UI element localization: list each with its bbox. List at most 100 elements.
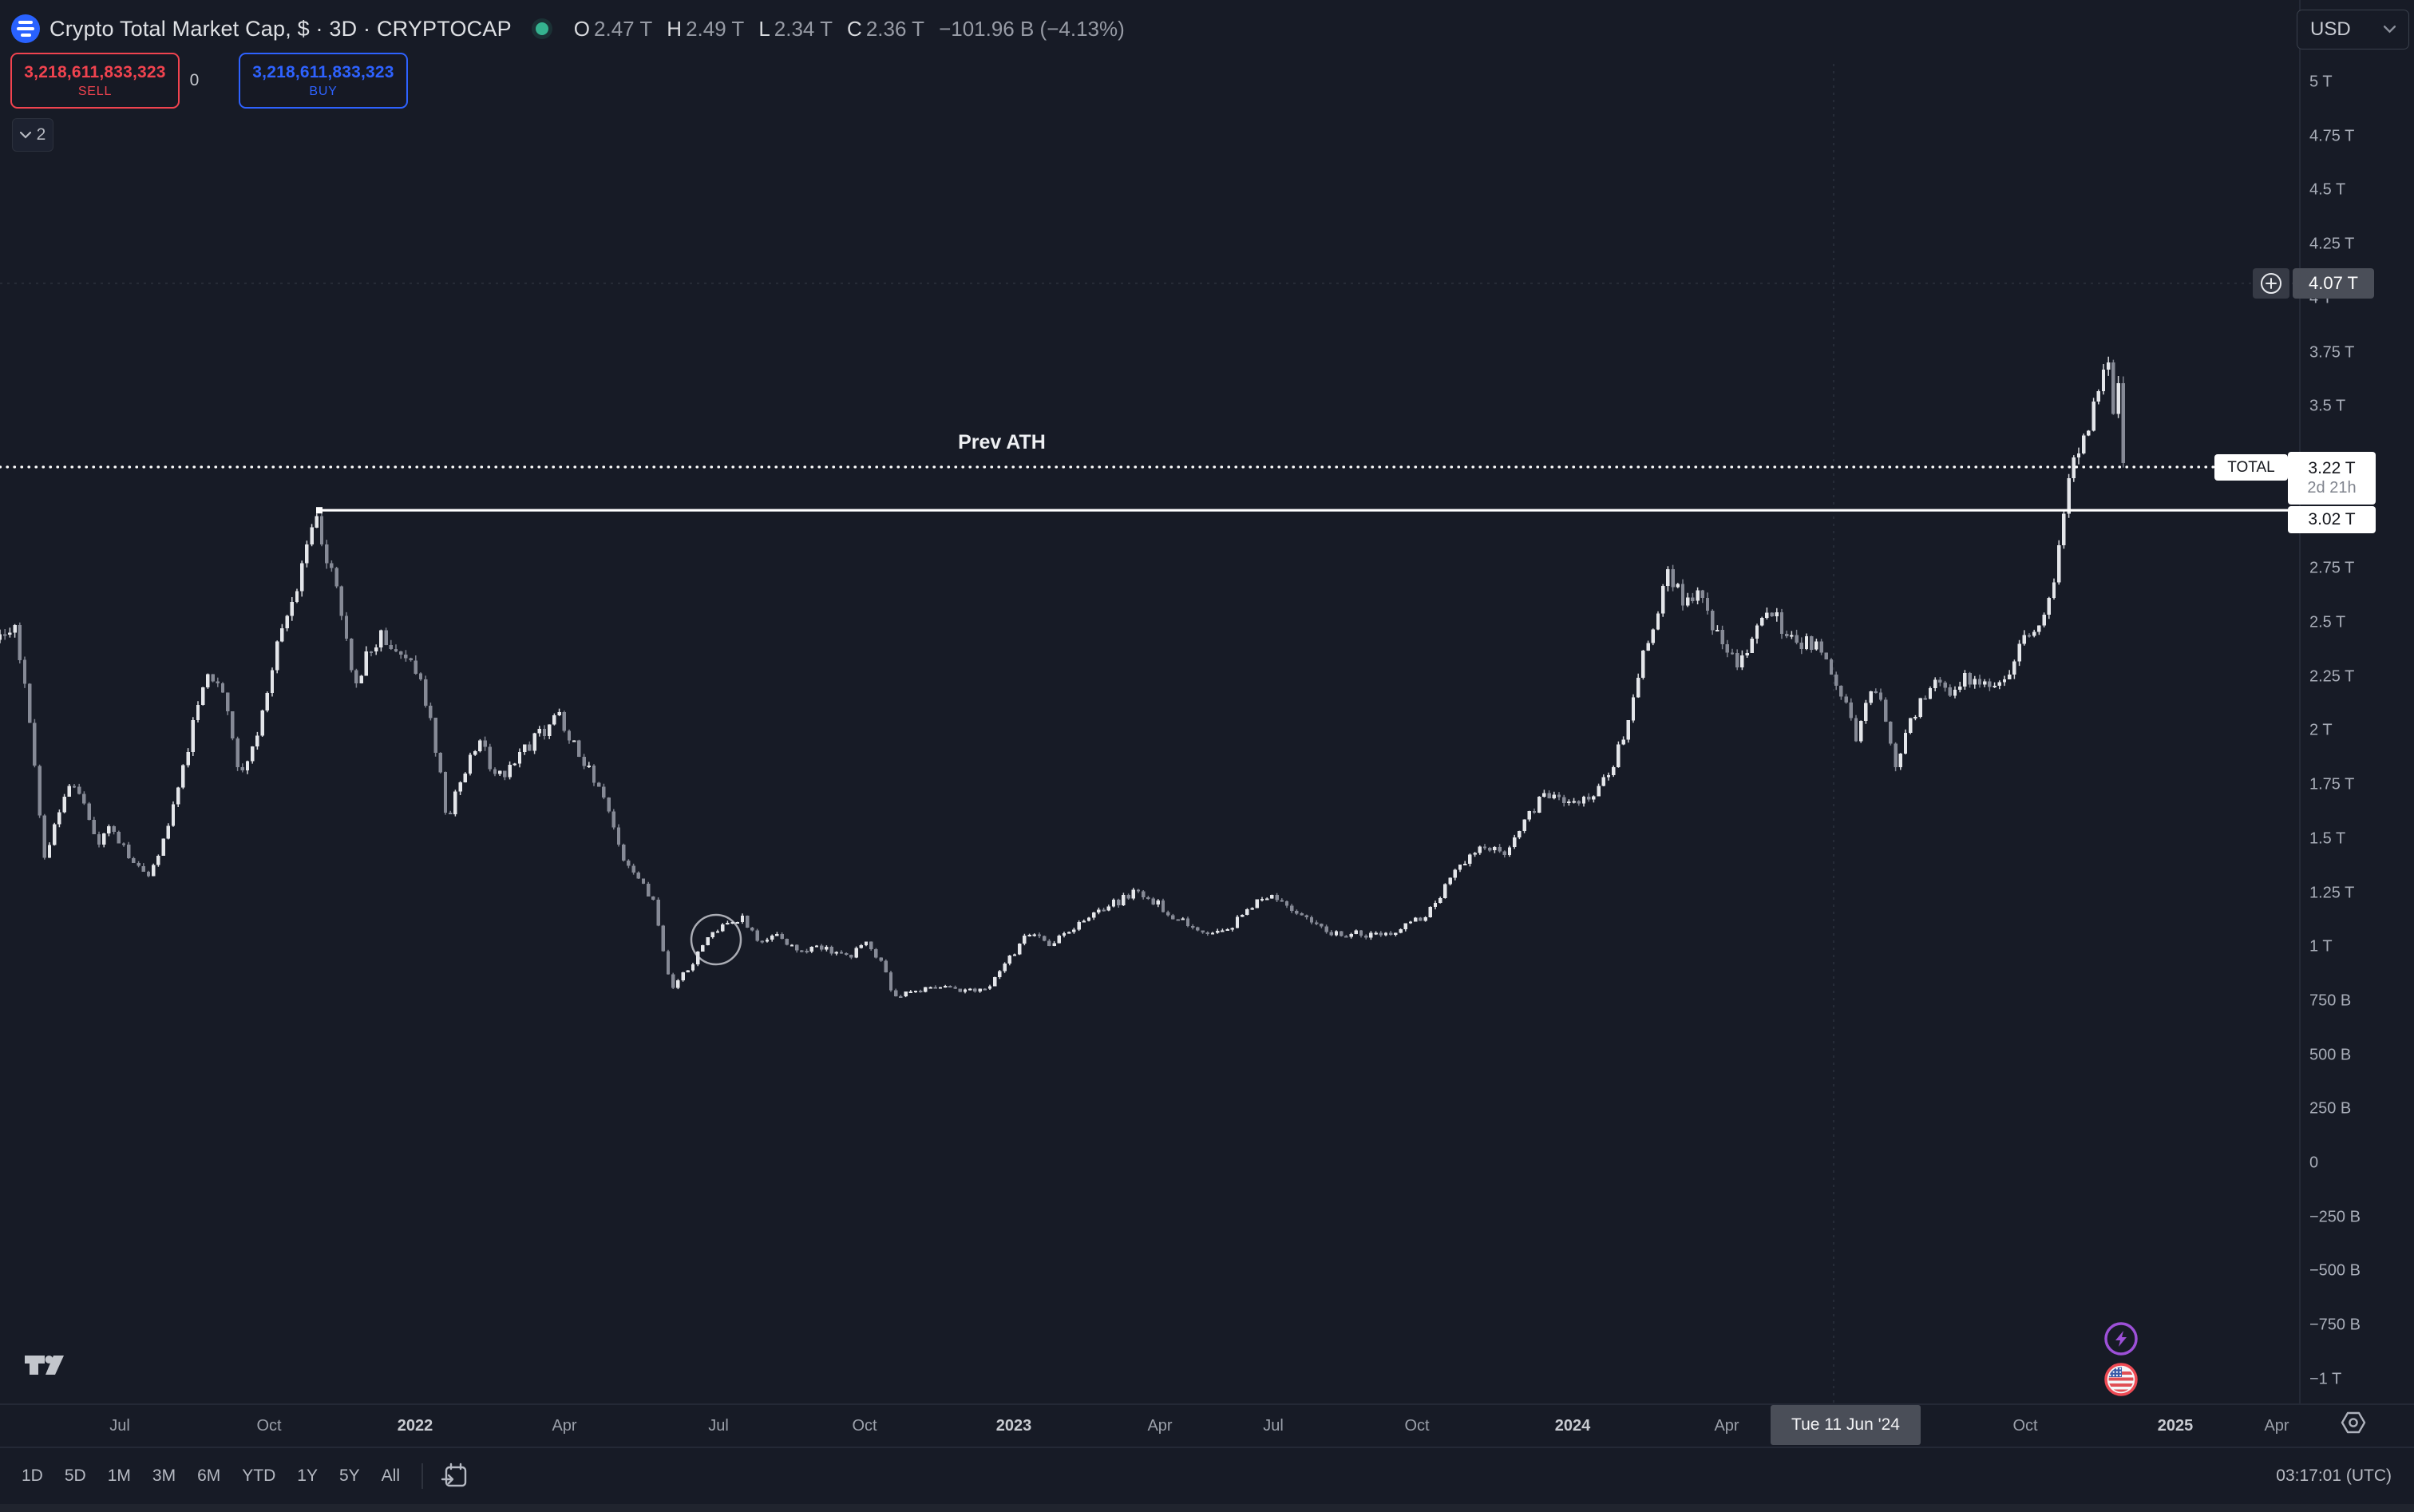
price-axis-tick: 1.75 T — [2309, 775, 2355, 794]
price-axis-tick: −750 B — [2309, 1316, 2361, 1334]
currency-value: USD — [2310, 18, 2351, 40]
range-button-5d[interactable]: 5D — [64, 1466, 86, 1485]
up-candle-bodies — [0, 362, 2120, 996]
prev-ath-line-anchor[interactable] — [316, 507, 323, 514]
time-axis-tick: Apr — [552, 1417, 577, 1435]
time-axis-tick: Oct — [852, 1417, 877, 1435]
price-axis-tick: 1 T — [2309, 937, 2333, 956]
down-candle-wicks — [4, 359, 2124, 997]
time-axis-tick: Oct — [1404, 1417, 1430, 1435]
price-axis-tick: 0 — [2309, 1154, 2319, 1172]
range-button-all[interactable]: All — [381, 1466, 400, 1485]
price-axis-tick: 750 B — [2309, 992, 2352, 1010]
hex-nut-settings-icon — [2341, 1411, 2366, 1434]
circle-marker-icon[interactable] — [690, 913, 742, 966]
market-status-dot-icon[interactable] — [535, 22, 548, 35]
range-button-ytd[interactable]: YTD — [242, 1466, 276, 1485]
price-axis-tick: 4.25 T — [2309, 235, 2355, 253]
currency-dropdown[interactable]: USD — [2297, 10, 2409, 49]
time-axis-tick: 2023 — [995, 1417, 1032, 1435]
change-value: −101.96 B (−4.13%) — [939, 16, 1125, 41]
price-axis-tick: 3.75 T — [2309, 343, 2355, 361]
current-price-label: 3.22 T 2d 21h — [2288, 452, 2376, 505]
prev-ath-line-title[interactable]: Prev ATH — [958, 431, 1046, 453]
clock-utc[interactable]: 03:17:01 (UTC) — [2276, 1466, 2392, 1485]
order-panel: 3,218,611,833,323 SELL 0 3,218,611,833,3… — [10, 53, 408, 109]
us-flag-event-icon[interactable] — [2104, 1363, 2138, 1396]
legend-collapse-button[interactable]: 2 — [12, 118, 53, 152]
spread-value: 0 — [189, 71, 200, 89]
low-value: 2.34 T — [774, 16, 833, 41]
close-value: 2.36 T — [865, 16, 925, 41]
price-axis-tick: 2.75 T — [2309, 559, 2355, 577]
time-axis-tick: 2022 — [397, 1417, 433, 1435]
chevron-down-icon — [19, 131, 31, 139]
range-button-1d[interactable]: 1D — [22, 1466, 43, 1485]
price-axis-tick: 2.5 T — [2309, 613, 2346, 631]
price-axis-tick: −250 B — [2309, 1208, 2361, 1226]
range-button-6m[interactable]: 6M — [197, 1466, 221, 1485]
collapse-count: 2 — [36, 125, 46, 144]
price-axis-tick: 4.75 T — [2309, 127, 2355, 145]
price-axis-tick: 1.5 T — [2309, 829, 2346, 848]
bottom-toolbar: 1D 5D 1M 3M 6M YTD 1Y 5Y All — [0, 1448, 2414, 1504]
time-axis-tick: Jul — [1263, 1417, 1284, 1435]
time-axis-tick: Oct — [256, 1417, 282, 1435]
time-axis-tick: Apr — [1714, 1417, 1739, 1435]
down-candle-bodies — [2, 362, 2125, 998]
symbol-logo-icon[interactable] — [11, 14, 40, 43]
current-price-value: 3.22 T — [2308, 459, 2356, 477]
time-axis-tick: Jul — [109, 1417, 130, 1435]
time-axis-tick: Oct — [2012, 1417, 2038, 1435]
open-value: 2.47 T — [594, 16, 653, 41]
time-axis-tick: Jul — [708, 1417, 729, 1435]
go-to-date-button[interactable] — [441, 1462, 469, 1490]
time-axis-tick: Apr — [1147, 1417, 1173, 1435]
price-axis-tick: 1.25 T — [2309, 884, 2355, 901]
price-axis-tick: −500 B — [2309, 1261, 2361, 1280]
range-button-5y[interactable]: 5Y — [338, 1466, 360, 1485]
close-label: C — [847, 16, 862, 41]
high-value: 2.49 T — [686, 16, 745, 41]
crosshair-price-cluster: 4.07 T — [2253, 268, 2374, 299]
range-button-1m[interactable]: 1M — [107, 1466, 131, 1485]
calendar-goto-icon — [441, 1463, 467, 1487]
axis-settings-button[interactable] — [2337, 1407, 2369, 1439]
crosshair-price-label: 4.07 T — [2293, 268, 2374, 299]
price-axis-tick: 3.5 T — [2309, 397, 2346, 415]
sell-label: SELL — [77, 84, 113, 98]
buy-button[interactable]: 3,218,611,833,323 BUY — [239, 53, 408, 109]
symbol-title[interactable]: Crypto Total Market Cap, $ · 3D · CRYPTO… — [49, 16, 512, 41]
price-axis-tick: 2 T — [2309, 721, 2333, 739]
price-axis-tick: 4.5 T — [2309, 180, 2346, 199]
toolbar-divider — [421, 1463, 423, 1489]
ath-line-price-label: 3.02 T — [2288, 506, 2376, 533]
open-label: O — [573, 16, 591, 41]
symbol-legend: Crypto Total Market Cap, $ · 3D · CRYPTO… — [11, 10, 1125, 48]
time-axis-tick: Apr — [2264, 1417, 2289, 1435]
price-axis-tick: −1 T — [2309, 1370, 2342, 1388]
bottom-strip — [0, 1504, 2414, 1512]
price-axis-tick: 250 B — [2309, 1099, 2352, 1118]
price-axis-tick: 2.25 T — [2309, 667, 2355, 686]
tradingview-logo[interactable] — [24, 1351, 65, 1379]
plus-circle-icon — [2261, 273, 2281, 294]
crosshair-date-label: Tue 11 Jun '24 — [1771, 1405, 1921, 1445]
range-button-3m[interactable]: 3M — [152, 1466, 176, 1485]
time-axis-separator — [0, 1403, 2414, 1405]
high-label: H — [667, 16, 683, 41]
range-button-1y[interactable]: 1Y — [297, 1466, 318, 1485]
add-alert-button[interactable] — [2253, 268, 2289, 299]
total-symbol-chip: TOTAL — [2214, 454, 2288, 481]
lightning-event-icon[interactable] — [2104, 1322, 2138, 1356]
price-axis-separator — [2299, 0, 2301, 1403]
time-axis-tick: 2024 — [1554, 1417, 1591, 1435]
toolbar-separator — [0, 1447, 2414, 1448]
sell-price: 3,218,611,833,323 — [24, 62, 166, 81]
buy-price: 3,218,611,833,323 — [252, 62, 394, 81]
sell-button[interactable]: 3,218,611,833,323 SELL — [10, 53, 180, 109]
candle-countdown: 2d 21h — [2307, 479, 2357, 497]
buy-label: BUY — [309, 84, 338, 98]
